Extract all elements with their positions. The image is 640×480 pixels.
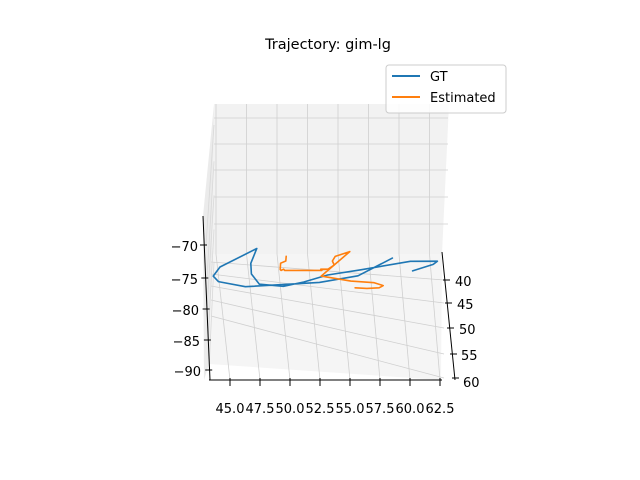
axis-ticks <box>200 244 459 386</box>
back-pane <box>212 104 449 254</box>
y-tick-labels: 40 45 50 55 60 <box>455 275 480 391</box>
z-axis-line <box>202 215 211 381</box>
z-tick-label: −70 <box>171 240 198 255</box>
grid-line <box>207 229 215 341</box>
z-tick-label: −90 <box>174 365 201 380</box>
legend: GT Estimated <box>385 64 507 114</box>
x-tick-label: 55.0 <box>336 402 365 417</box>
grid-line <box>205 124 215 246</box>
legend-label-gt: GT <box>430 70 448 85</box>
z-tick-label: −80 <box>172 304 199 319</box>
series-line-gt <box>212 247 439 288</box>
x-tick-labels: 45.0 47.5 50.0 52.5 55.0 57.5 60.0 62.5 <box>216 402 455 417</box>
y-tick-label: 60 <box>463 376 480 391</box>
y-tick-label: 50 <box>459 323 476 338</box>
z-tick-label: −75 <box>171 273 198 288</box>
grid-line <box>429 253 441 381</box>
grid-line <box>307 253 321 381</box>
y-tick-label: 45 <box>457 298 474 313</box>
grid-line <box>210 285 445 329</box>
x-tick-label: 52.5 <box>306 402 335 417</box>
x-tick-label: 50.0 <box>276 402 305 417</box>
series-line-estimated <box>279 250 385 290</box>
trajectory-lines <box>212 247 439 290</box>
x-tick-label: 45.0 <box>216 402 245 417</box>
grid-line <box>210 299 445 355</box>
chart-title: Trajectory: gim-lg <box>264 37 391 53</box>
grid-lines <box>205 104 448 381</box>
grid-line <box>210 273 445 304</box>
grid-line <box>368 253 381 381</box>
x-tick-label: 62.5 <box>426 402 455 417</box>
grid-line <box>206 161 215 279</box>
side-pane <box>203 104 214 380</box>
z-tick-labels: −70 −75 −80 −85 −90 <box>171 240 201 380</box>
grid-line <box>210 315 445 379</box>
grid-line <box>398 253 411 381</box>
y-tick-label: 40 <box>455 275 472 290</box>
legend-label-estimated: Estimated <box>430 91 496 106</box>
y-tick-label: 55 <box>461 349 478 364</box>
y-axis-line <box>441 251 456 381</box>
x-tick-label: 60.0 <box>396 402 425 417</box>
grid-line <box>337 253 351 381</box>
z-tick-label: −85 <box>173 335 200 350</box>
x-tick-label: 57.5 <box>366 402 395 417</box>
grid-line <box>208 262 215 371</box>
grid-line <box>246 253 261 381</box>
x-tick-label: 47.5 <box>246 402 275 417</box>
grid-line <box>206 195 215 310</box>
